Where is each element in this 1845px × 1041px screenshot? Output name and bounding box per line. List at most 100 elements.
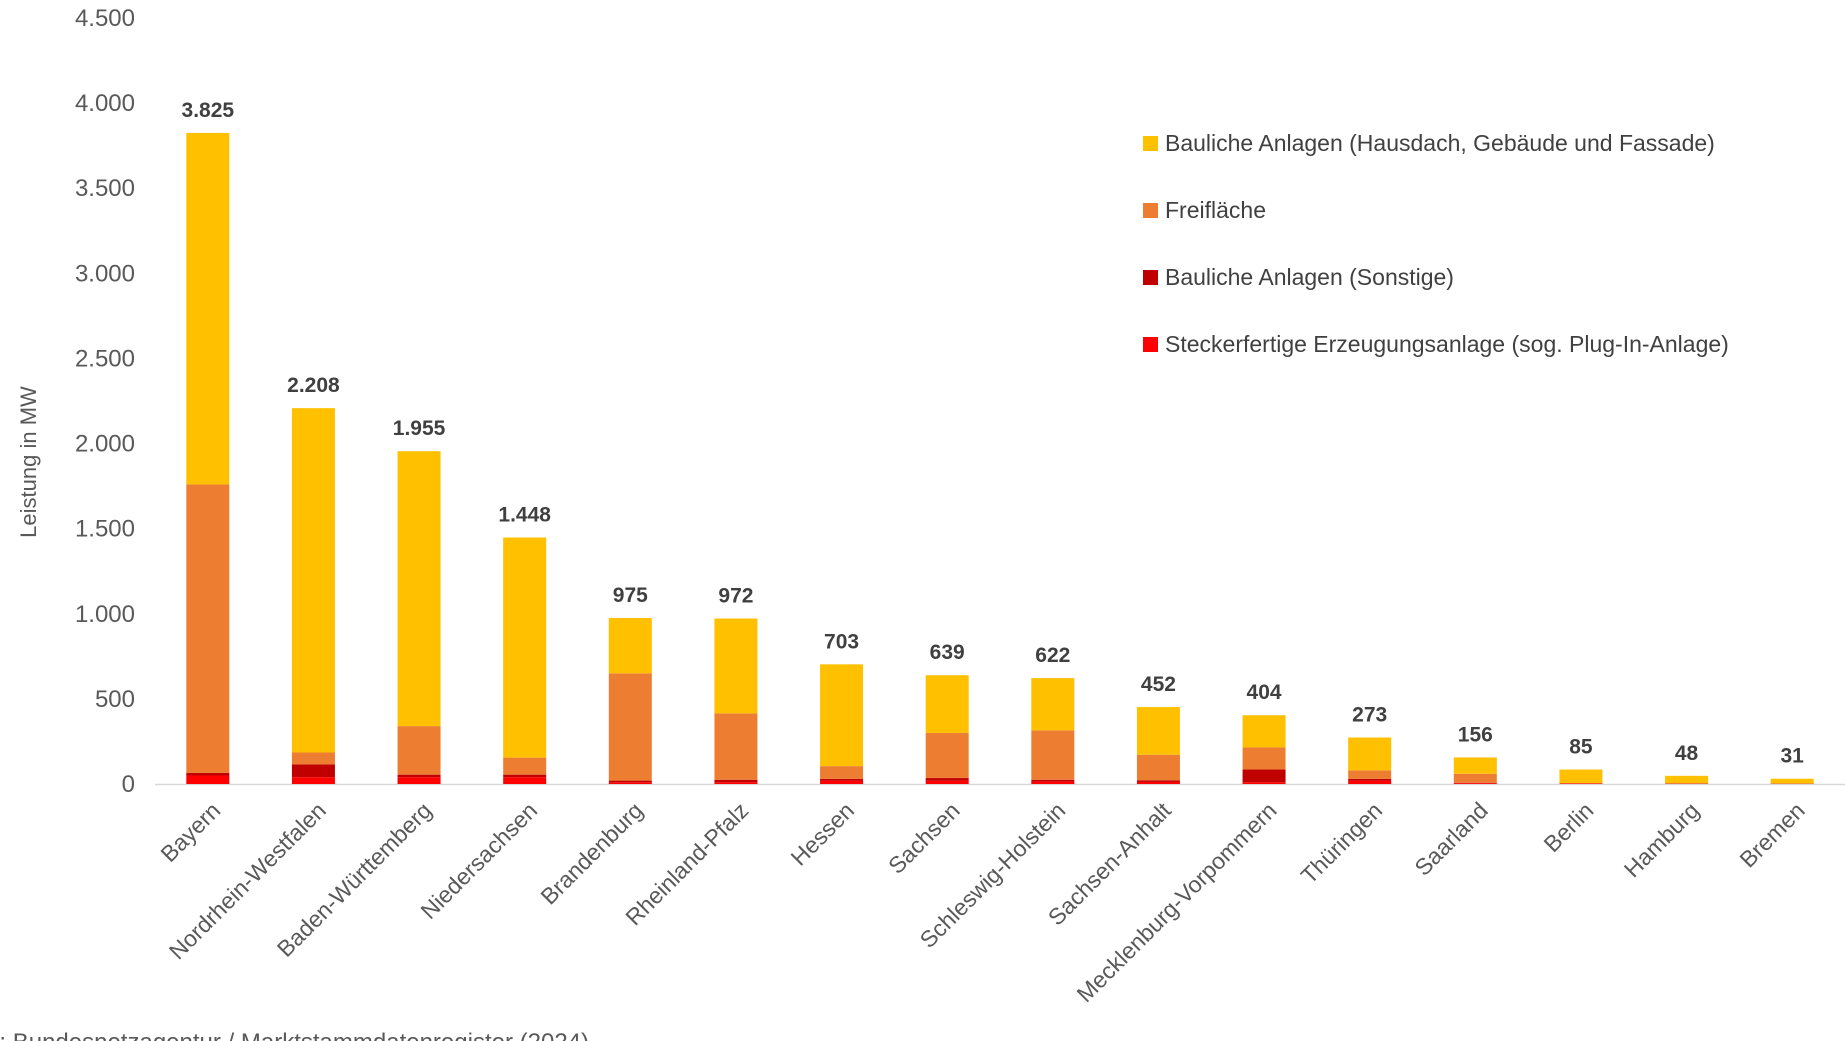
total-data-label: 452	[1141, 673, 1176, 696]
bar-stacks	[186, 132, 1814, 784]
legend-swatch	[1143, 203, 1158, 218]
legend-swatch	[1143, 270, 1158, 285]
y-tick-label: 4.500	[75, 5, 135, 32]
bar-segment	[503, 777, 547, 784]
legend-item: Bauliche Anlagen (Hausdach, Gebäude und …	[1143, 130, 1715, 156]
bar-segment	[1559, 769, 1603, 784]
total-data-label: 156	[1458, 723, 1493, 746]
bar-segment	[1348, 737, 1392, 771]
bar-segment	[1559, 783, 1603, 784]
bar-segment	[714, 618, 758, 714]
bar-stack	[1348, 737, 1392, 784]
x-tick-label: Hamburg	[1619, 797, 1704, 882]
x-tick-label: Bayern	[155, 797, 225, 867]
bar-stack	[820, 664, 864, 784]
bar-segment	[1136, 781, 1180, 784]
bar-segment	[1136, 754, 1180, 781]
bar-segment	[1242, 782, 1286, 784]
x-axis: BayernNordrhein-WestfalenBaden-Württembe…	[155, 797, 1809, 1007]
bar-segment	[925, 778, 969, 781]
bar-stack	[397, 451, 441, 784]
bar-segment	[291, 408, 335, 753]
legend-label: Bauliche Anlagen (Sonstige)	[1165, 264, 1454, 290]
legend-label: Freifläche	[1165, 197, 1266, 223]
total-data-label: 703	[824, 630, 859, 653]
bar-segment	[1348, 778, 1392, 781]
bar-stack	[608, 618, 652, 784]
bar-segment	[1242, 715, 1286, 748]
bar-segment	[1770, 778, 1814, 784]
bar-segment	[1453, 783, 1497, 784]
y-tick-label: 2.500	[75, 345, 135, 372]
bar-segment	[186, 775, 230, 784]
bar-segment	[397, 451, 441, 727]
bar-stack	[1770, 778, 1814, 784]
bar-segment	[1348, 780, 1392, 784]
x-tick-label: Saarland	[1409, 797, 1492, 880]
x-tick-label: Mecklenburg-Vorpommern	[1072, 797, 1282, 1007]
bar-stack	[1136, 707, 1180, 784]
legend-item: Bauliche Anlagen (Sonstige)	[1143, 264, 1454, 290]
bar-segment	[1031, 678, 1075, 731]
x-tick-label: Hessen	[786, 797, 860, 871]
legend: Bauliche Anlagen (Hausdach, Gebäude und …	[1143, 130, 1729, 357]
total-data-label: 1.448	[498, 504, 551, 527]
bar-segment	[1242, 747, 1286, 770]
y-tick-label: 3.000	[75, 260, 135, 287]
bar-segment	[397, 777, 441, 784]
total-data-label: 3.825	[182, 99, 235, 122]
bar-segment	[186, 772, 230, 776]
total-labels: 3.825 2.208 1.955 1.448 975 972 703 639 622 452 40…	[182, 99, 1805, 768]
bar-stack	[186, 132, 230, 784]
bar-segment	[1348, 770, 1392, 779]
legend-item: Steckerfertige Erzeugungsanlage (sog. Pl…	[1143, 331, 1729, 357]
bar-stack	[1665, 775, 1709, 784]
legend-label: Bauliche Anlagen (Hausdach, Gebäude und …	[1165, 130, 1715, 156]
y-tick-label: 3.500	[75, 175, 135, 202]
x-tick-label: Bremen	[1734, 797, 1809, 872]
total-data-label: 85	[1569, 736, 1593, 759]
bar-segment	[714, 713, 758, 780]
bar-segment	[397, 774, 441, 778]
bar-segment	[820, 780, 864, 784]
source-note: Quelle: Bundesnetzagentur / Marktstammda…	[0, 1029, 589, 1041]
total-data-label: 1.955	[393, 417, 446, 440]
total-data-label: 2.208	[287, 374, 340, 397]
bar-stack	[1559, 769, 1603, 784]
bar-segment	[925, 780, 969, 784]
bar-segment	[1031, 781, 1075, 784]
total-data-label: 404	[1247, 681, 1282, 704]
bar-segment	[714, 779, 758, 783]
bar-stack	[291, 408, 335, 784]
bar-segment	[1453, 757, 1497, 774]
total-data-label: 48	[1675, 742, 1699, 765]
bar-segment	[820, 766, 864, 779]
legend-item: Freifläche	[1143, 197, 1266, 223]
bar-segment	[1453, 773, 1497, 783]
bar-segment	[608, 673, 652, 781]
y-axis: 0 500 1.000 1.500 2.000 2.500 3.000 3.500 4.000 4…	[75, 5, 1845, 798]
bar-segment	[291, 752, 335, 765]
bar-segment	[503, 537, 547, 758]
y-tick-label: 4.000	[75, 90, 135, 117]
bar-segment	[291, 777, 335, 784]
x-tick-label: Thüringen	[1296, 797, 1388, 889]
y-tick-label: 500	[95, 686, 135, 713]
x-tick-label: Brandenburg	[535, 797, 647, 909]
bar-segment	[1136, 780, 1180, 782]
x-tick-label: Berlin	[1539, 797, 1599, 857]
y-tick-label: 2.000	[75, 431, 135, 458]
bar-segment	[925, 732, 969, 779]
bar-stack	[503, 537, 547, 784]
legend-swatch	[1143, 337, 1158, 352]
bar-segment	[608, 780, 652, 783]
total-data-label: 622	[1035, 644, 1070, 667]
bar-segment	[1665, 775, 1709, 784]
bar-stack	[1242, 715, 1286, 784]
legend-label: Steckerfertige Erzeugungsanlage (sog. Pl…	[1165, 331, 1729, 357]
y-axis-title: Leistung in MW	[16, 386, 41, 538]
bar-segment	[1031, 779, 1075, 782]
total-data-label: 639	[930, 641, 965, 664]
bar-segment	[925, 675, 969, 733]
